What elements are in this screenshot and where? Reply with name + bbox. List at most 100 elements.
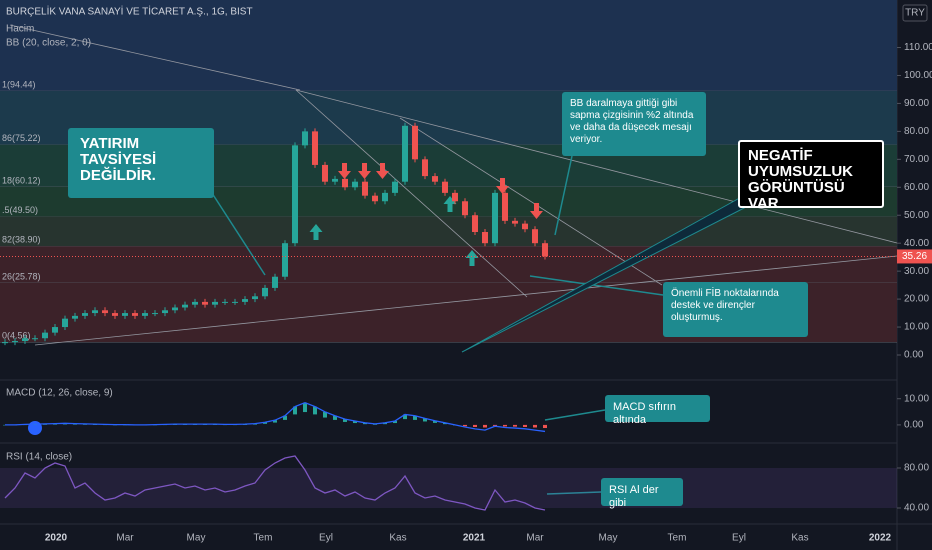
macd-hist xyxy=(383,422,387,425)
last-price-label: 35.26 xyxy=(902,251,927,262)
callout: MACD sıfırın altında xyxy=(605,395,710,426)
candle xyxy=(332,178,338,182)
macd-hist xyxy=(363,422,367,425)
y-tick-label: 50.00 xyxy=(904,210,929,221)
candle xyxy=(422,159,428,177)
candle xyxy=(382,192,388,202)
rsi-band xyxy=(0,468,897,508)
macd-hist xyxy=(473,424,477,427)
currency-button[interactable] xyxy=(902,4,928,22)
candle xyxy=(292,145,298,244)
x-tick-label: May xyxy=(599,533,618,544)
candle xyxy=(522,223,528,230)
y-tick-label: 110.00 xyxy=(904,42,932,53)
arrow-down xyxy=(496,178,509,194)
x-tick-label: May xyxy=(187,533,206,544)
y-tick-label: 20.00 xyxy=(904,294,929,305)
candle xyxy=(152,313,158,315)
macd-line xyxy=(5,401,546,433)
candle xyxy=(372,195,378,202)
macd-hist xyxy=(513,424,517,427)
callout-pointer xyxy=(546,491,602,495)
x-tick-label: Kas xyxy=(791,533,808,544)
candle xyxy=(62,318,68,328)
candle xyxy=(312,131,318,165)
candle xyxy=(412,125,418,160)
x-tick-label: Eyl xyxy=(732,533,746,544)
candle xyxy=(432,176,438,182)
y-tick-label: 100.00 xyxy=(904,70,932,81)
x-tick-label: Mar xyxy=(116,533,134,544)
currency-label[interactable]: TRY xyxy=(905,8,925,19)
arrow-down xyxy=(376,163,389,179)
indicator-label: RSI (14, close) xyxy=(6,452,72,463)
macd-hist xyxy=(333,415,337,420)
candle xyxy=(252,296,258,300)
candle xyxy=(82,313,88,316)
candle xyxy=(32,338,38,340)
y-tick-label: 10.00 xyxy=(904,322,929,333)
symbol-title: BURÇELİK VANA SANAYİ VE TİCARET A.Ş., 1G… xyxy=(6,5,253,18)
candle xyxy=(452,192,458,202)
callout: BB daralmaya gittiği gibi sapma çizgisin… xyxy=(562,92,706,156)
macd-hist xyxy=(313,406,317,415)
candle xyxy=(462,201,468,216)
macd-hist xyxy=(283,415,287,420)
trendline xyxy=(399,117,663,286)
candle xyxy=(122,313,128,316)
candle xyxy=(232,301,238,303)
candle xyxy=(222,301,228,303)
candle xyxy=(92,310,98,314)
macd-hist xyxy=(413,415,417,420)
macd-hist xyxy=(323,411,327,418)
callout-pointer xyxy=(209,189,266,276)
candle xyxy=(542,243,548,257)
macd-hist xyxy=(353,420,357,424)
callout: YATIRIM TAVSİYESİ DEĞİLDİR. xyxy=(68,128,214,198)
macd-hist xyxy=(263,422,267,424)
candle xyxy=(512,220,518,224)
candle xyxy=(132,313,138,316)
fib-band xyxy=(0,216,897,247)
callout-pointer xyxy=(544,409,606,421)
candle xyxy=(402,125,408,182)
y-tick-label: 30.00 xyxy=(904,266,929,277)
macd-hist xyxy=(543,424,547,429)
candle xyxy=(202,301,208,305)
indicator-label: BB (20, close, 2, 0) xyxy=(6,38,91,49)
candle xyxy=(242,299,248,302)
y-tick-label: 70.00 xyxy=(904,154,929,165)
macd-hist xyxy=(523,424,527,427)
event-marker[interactable] xyxy=(28,421,42,435)
x-tick-label: 2022 xyxy=(869,533,892,544)
x-tick-label: Kas xyxy=(389,533,406,544)
trendline xyxy=(9,24,301,91)
macd-hist xyxy=(403,414,407,420)
macd-hist xyxy=(343,419,347,422)
indicator-label: Hacim xyxy=(6,24,34,35)
fib-label: 86(75.22) xyxy=(2,133,41,143)
candle xyxy=(262,287,268,297)
candle xyxy=(42,332,48,339)
candle xyxy=(102,310,108,314)
arrow-down xyxy=(358,163,371,179)
y-tick-label: 40.00 xyxy=(904,238,929,249)
fib-label: 18(60.12) xyxy=(2,175,41,185)
macd-hist xyxy=(463,424,467,427)
candle xyxy=(172,307,178,311)
fib-label: 1(94.44) xyxy=(2,79,36,89)
y-tick-label: 80.00 xyxy=(904,463,929,474)
x-tick-label: 2020 xyxy=(45,533,68,544)
candle xyxy=(362,181,368,196)
fib-label: 26(25.78) xyxy=(2,271,41,281)
candle xyxy=(212,301,218,305)
fib-label: .5(49.50) xyxy=(2,205,38,215)
last-price-box xyxy=(897,249,932,264)
y-tick-label: 60.00 xyxy=(904,182,929,193)
candle xyxy=(352,181,358,188)
arrow-down xyxy=(530,203,543,219)
x-tick-label: Mar xyxy=(526,533,544,544)
callout: NEGATİF UYUMSUZLUK GÖRÜNTÜSÜ VAR xyxy=(738,140,884,212)
